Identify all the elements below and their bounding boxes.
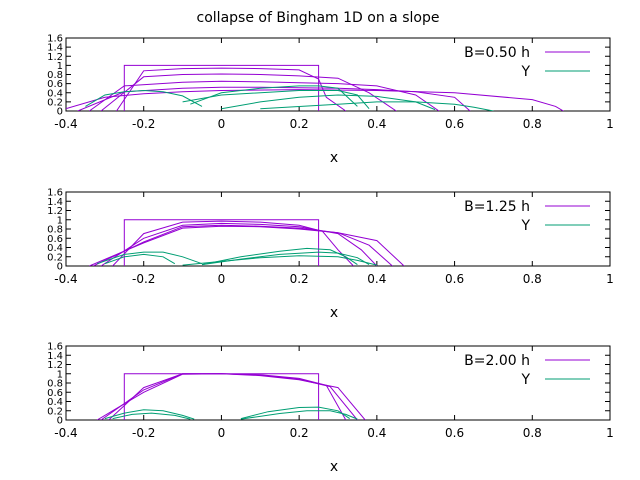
x-axis-label: x — [330, 150, 338, 166]
y-tick-label: 1.6 — [47, 342, 63, 353]
y-tick-label: 1 — [57, 369, 63, 380]
y-tick-label: 0.8 — [47, 70, 63, 81]
x-tick-label: -0.4 — [54, 272, 77, 286]
panel-3: -0.4 -0.2 0 0.2 0.4 0.6 0.8 100.20.40.60.811.21… — [47, 342, 614, 476]
x-tick-label: 0.4 — [367, 117, 386, 131]
series-line-Y — [190, 85, 358, 107]
y-tick-label: 0.2 — [47, 97, 63, 108]
series-line-h — [116, 67, 347, 111]
x-axis-label: x — [330, 459, 338, 475]
x-tick-label: 0 — [218, 117, 226, 131]
x-tick-label: 1 — [606, 117, 614, 131]
y-tick-label: 0 — [57, 416, 63, 427]
x-axis-label: x — [330, 305, 338, 321]
x-tick-label: -0.2 — [132, 426, 155, 440]
series-line-Y — [182, 90, 370, 110]
y-tick-label: 1.4 — [47, 197, 63, 208]
series-line-Y — [96, 251, 203, 265]
series-line-Y — [104, 409, 195, 420]
series-line-h — [100, 73, 397, 111]
legend-label-Y: Y — [520, 64, 530, 80]
series-group — [66, 64, 564, 111]
y-tick-label: 0 — [57, 262, 63, 273]
chart-title: collapse of Bingham 1D on a slope — [197, 10, 440, 26]
y-tick-label: 0.2 — [47, 252, 63, 263]
series-line-h — [66, 89, 564, 111]
x-tick-label: 0.8 — [523, 426, 542, 440]
series-line-Y — [182, 255, 378, 266]
series-line-Y — [85, 89, 203, 107]
x-tick-label: 1 — [606, 272, 614, 286]
y-tick-label: 0.4 — [47, 88, 63, 99]
y-tick-label: 1.4 — [47, 43, 63, 54]
x-tick-label: 0.2 — [290, 117, 309, 131]
x-tick-label: 0 — [218, 272, 226, 286]
y-tick-label: 0.2 — [47, 406, 63, 417]
legend-label-h: B=2.00 h — [464, 353, 530, 369]
y-tick-label: 0.6 — [47, 79, 63, 90]
series-line-h — [100, 222, 378, 266]
y-tick-label: 1.2 — [47, 52, 63, 63]
y-tick-label: 0.6 — [47, 388, 63, 399]
series-line-h — [123, 219, 320, 266]
x-tick-label: 0.2 — [290, 426, 309, 440]
y-tick-label: 1 — [57, 61, 63, 72]
x-tick-label: 0.6 — [445, 117, 464, 131]
series-line-h — [123, 64, 320, 111]
x-tick-label: 0.6 — [445, 272, 464, 286]
y-tick-label: 1.6 — [47, 34, 63, 45]
y-tick-label: 0 — [57, 107, 63, 118]
x-tick-label: 0.4 — [367, 426, 386, 440]
x-tick-label: -0.2 — [132, 117, 155, 131]
series-line-Y — [240, 410, 358, 420]
y-tick-label: 0.8 — [47, 225, 63, 236]
series-line-Y — [201, 247, 358, 266]
series-line-h — [77, 86, 471, 111]
y-tick-label: 1.2 — [47, 360, 63, 371]
x-tick-label: 0.8 — [523, 117, 542, 131]
x-tick-label: -0.4 — [54, 426, 77, 440]
y-tick-label: 0.4 — [47, 243, 63, 254]
series-line-h — [89, 225, 405, 266]
panels: -0.4 -0.2 0 0.2 0.4 0.6 0.8 100.20.40.60.811.21… — [47, 34, 614, 476]
series-group — [96, 373, 366, 420]
x-tick-label: 0.4 — [367, 272, 386, 286]
x-tick-label: 0.8 — [523, 272, 542, 286]
x-tick-label: -0.2 — [132, 272, 155, 286]
panel-2: -0.4 -0.2 0 0.2 0.4 0.6 0.8 100.20.40.60.811.21… — [47, 188, 614, 322]
panel-1: -0.4 -0.2 0 0.2 0.4 0.6 0.8 100.20.40.60.811.21… — [47, 34, 614, 167]
x-tick-label: 1 — [606, 426, 614, 440]
y-tick-label: 0.8 — [47, 379, 63, 390]
legend-label-h: B=1.25 h — [464, 199, 530, 215]
y-tick-label: 1.4 — [47, 351, 63, 362]
series-group — [89, 219, 405, 266]
x-tick-label: 0.2 — [290, 272, 309, 286]
legend-label-h: B=0.50 h — [464, 45, 530, 61]
y-tick-label: 1.2 — [47, 206, 63, 217]
series-line-h — [96, 373, 366, 420]
series-line-Y — [112, 412, 191, 420]
x-tick-label: 0.6 — [445, 426, 464, 440]
x-tick-label: -0.4 — [54, 117, 77, 131]
y-tick-label: 0.6 — [47, 234, 63, 245]
series-line-h — [89, 80, 440, 111]
y-tick-label: 1 — [57, 215, 63, 226]
legend-label-Y: Y — [520, 372, 530, 388]
series-line-h — [108, 373, 347, 420]
y-tick-label: 1.6 — [47, 188, 63, 199]
series-line-Y — [260, 101, 494, 111]
y-tick-label: 0.4 — [47, 397, 63, 408]
series-line-Y — [240, 406, 350, 420]
series-line-Y — [104, 253, 176, 265]
x-tick-label: 0 — [218, 426, 226, 440]
legend-label-Y: Y — [520, 218, 530, 234]
series-line-h — [112, 220, 354, 266]
